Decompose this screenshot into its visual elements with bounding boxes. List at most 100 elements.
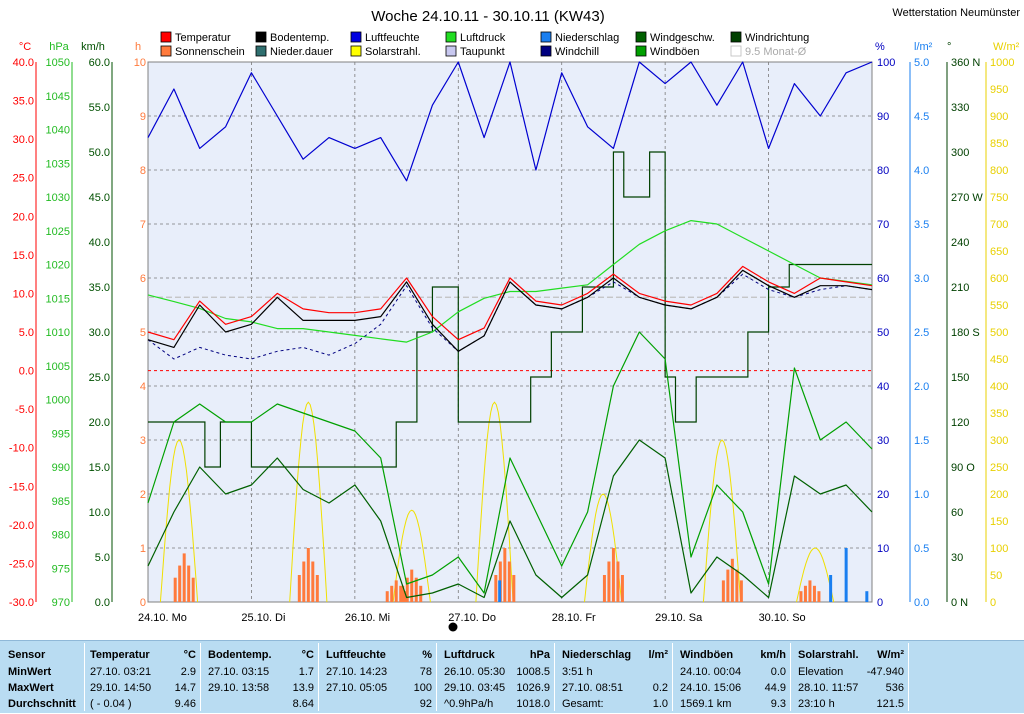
station-name: Wetterstation Neumünster [892,7,1020,19]
sunshine-bar [173,577,177,602]
x-tick-label: 25.10. Di [241,612,285,624]
pressure-line [147,220,873,343]
axis-tick-rain: 2.0 [914,381,929,393]
axis-tick-press: 1040 [46,125,70,137]
sunshine-bar [297,575,301,602]
solar-radiation-peak [475,401,514,603]
axis-tick-hours: 6 [140,273,146,285]
axis-tick-rain: 5.0 [914,57,929,69]
axis-tick-wind: 35.0 [89,282,110,294]
axis-tick-solar: 200 [990,489,1008,501]
axis-tick-hum: 40 [877,381,889,393]
legend-label: 9.5 Monat-Ø [745,46,807,58]
axis-tick-hours: 0 [140,597,146,609]
sunshine-bar [607,561,611,602]
axis-tick-solar: 1000 [990,57,1014,69]
stats-block: Luftfeuchte% 27.10. 14:23 78 27.10. 05:05 10… [322,643,437,711]
stats-time: 27.10. 05:05 [326,682,388,694]
x-tick-label: 28.10. Fr [552,612,596,624]
axis-tick-wind: 60.0 [89,57,110,69]
axis-tick-temp: -30.0 [9,597,34,609]
sunshine-bar [311,561,315,602]
sunshine-bar [394,580,398,602]
axis-tick-dir: 360 N [951,57,980,69]
stats-value: 14.7 [174,682,196,694]
stats-value: 9.46 [174,698,196,710]
stats-value: 100 [413,682,432,694]
stats-time: ( - 0.04 ) [90,698,132,710]
stats-block: Temperatur °C 27.10. 03:21 2.9 29.10. 14:50 1… [86,643,201,711]
stats-block-title: Temperatur [90,649,150,661]
axis-tick-dir: 180 S [951,327,980,339]
legend-swatch [445,45,457,57]
axis-tick-press: 1005 [46,361,70,373]
legend-swatch [350,31,362,43]
axis-tick-solar: 50 [990,570,1002,582]
axis-tick-dir: 30 [951,552,963,564]
axis-tick-press: 990 [52,462,70,474]
axis-unit-press: hPa [49,41,69,53]
sunshine-bar [419,585,423,602]
axis-tick-solar: 550 [990,300,1008,312]
stats-block-title: Bodentemp. [208,649,272,661]
axis-tick-solar: 650 [990,246,1008,258]
stats-block-unit: l/m² [648,649,668,661]
wind-gust-line [147,331,873,594]
legend-label: Windrichtung [745,32,809,44]
axis-tick-solar: 750 [990,192,1008,204]
legend-label: Taupunkt [460,46,505,58]
stats-labels-column: Sensor MinWert MaxWert Durchschnitt [4,643,85,711]
legend-label: Temperatur [175,32,231,44]
axis-unit-hours: h [135,41,141,53]
axis-tick-temp: -5.0 [15,404,34,416]
axis-tick-temp: 30.0 [13,134,34,146]
sunshine-bar [507,561,511,602]
chart-legend: Temperatur Sonnenschein Bodentemp. Nieder.d… [160,31,809,58]
axis-tick-solar: 500 [990,327,1008,339]
x-tick-label: 26.10. Mi [345,612,390,624]
stats-block-title: Luftdruck [444,649,495,661]
x-tick-label: 30.10. So [759,612,806,624]
stats-label-avg: Durchschnitt [8,698,76,710]
stats-time: Gesamt: [562,698,604,710]
stats-time: 29.10. 03:45 [444,682,506,694]
legend-swatch [635,45,647,57]
axis-tick-dir: 210 [951,282,969,294]
stats-block-unit: km/h [760,649,786,661]
axis-tick-hum: 90 [877,111,889,123]
sunshine-bar [808,580,812,602]
legend-swatch [160,31,172,43]
sunshine-bar [410,569,414,602]
stats-value: 44.9 [764,682,786,694]
axis-unit-wind: km/h [81,41,105,53]
axis-tick-solar: 100 [990,543,1008,555]
stats-block-title: Niederschlag [562,649,632,661]
legend-label: Luftfeuchte [365,32,419,44]
sunshine-bar [799,591,803,602]
axis-tick-press: 1025 [46,226,70,238]
axis-tick-hum: 80 [877,165,889,177]
solar-radiation-peak [289,401,328,603]
axis-tick-wind: 30.0 [89,327,110,339]
sunshine-bar [405,577,409,602]
sunshine-bar [611,548,615,602]
axis-tick-temp: -10.0 [9,443,34,455]
axis-tick-temp: -15.0 [9,481,34,493]
axis-unit-dir: ° [947,41,951,53]
axis-unit-rain: l/m² [914,41,933,53]
axis-tick-press: 1015 [46,293,70,305]
solar-radiation-peak [796,547,835,603]
axis-tick-rain: 4.0 [914,165,929,177]
axis-tick-temp: 20.0 [13,211,34,223]
axis-tick-dir: 330 [951,102,969,114]
legend-swatch [635,31,647,43]
humidity-line [147,61,873,182]
stats-block: Solarstrahl. W/m² Elevation -47.940 28.10. 1… [794,643,909,711]
axis-tick-hum: 20 [877,489,889,501]
axis-tick-rain: 3.5 [914,219,929,231]
legend-label: Niederschlag [555,32,619,44]
axis-tick-temp: 25.0 [13,173,34,185]
sunshine-bar [512,575,516,602]
legend-label: Bodentemp. [270,32,329,44]
axis-tick-rain: 0.5 [914,543,929,555]
